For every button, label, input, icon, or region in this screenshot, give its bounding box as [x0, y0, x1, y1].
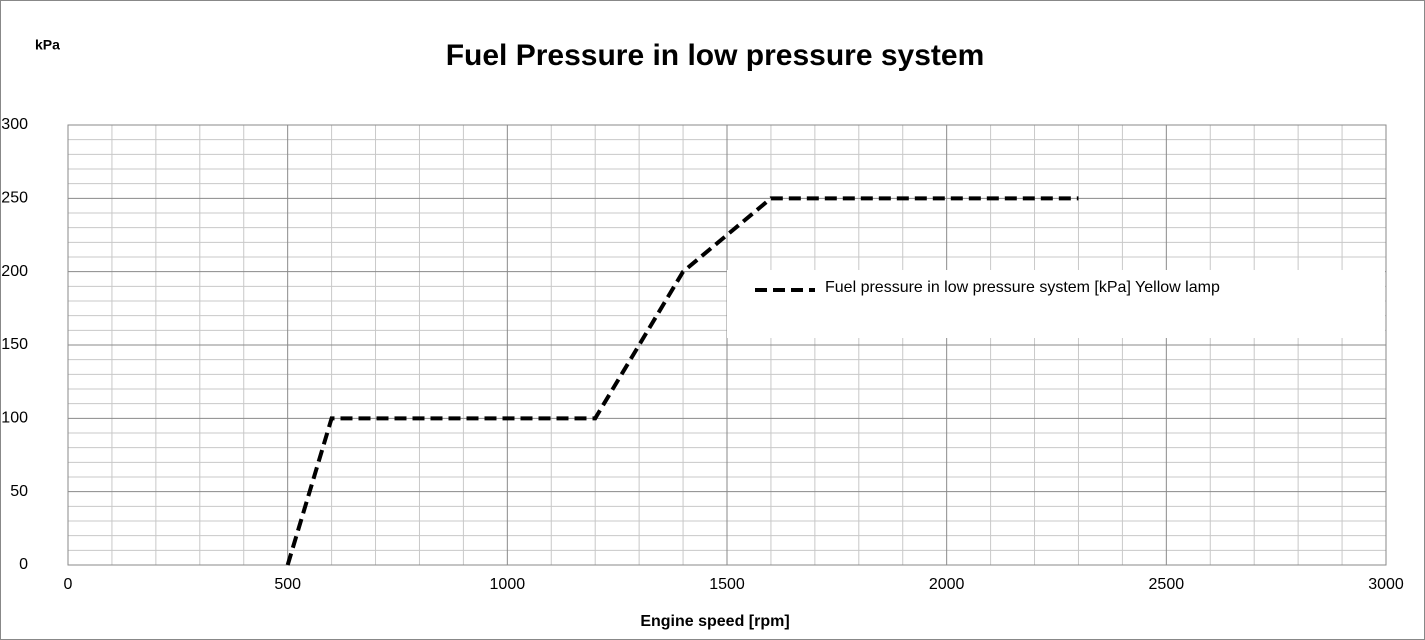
- y-tick-label: 300: [1, 116, 28, 133]
- x-axis-label: Engine speed [rpm]: [640, 613, 789, 630]
- legend-swatch-box: [755, 288, 815, 292]
- y-tick-label: 200: [1, 263, 28, 280]
- y-tick-label: 0: [19, 556, 28, 573]
- y-tick-label: 100: [1, 410, 28, 427]
- x-tick-label: 1500: [709, 576, 745, 593]
- y-tick-label: 250: [1, 190, 28, 207]
- y-tick-label: 50: [10, 483, 28, 500]
- x-tick-label: 500: [274, 576, 301, 593]
- legend-label: Fuel pressure in low pressure system [kP…: [825, 279, 1220, 296]
- plot-border: [67, 124, 1387, 566]
- series-line: [285, 196, 1079, 566]
- y-axis-label: kPa: [35, 37, 60, 53]
- x-tick-label: 1000: [490, 576, 526, 593]
- legend: Fuel pressure in low pressure system [kP…: [727, 270, 1385, 338]
- chart-title: Fuel Pressure in low pressure system: [446, 39, 985, 72]
- x-tick-label: 0: [64, 576, 73, 593]
- x-tick-label: 2500: [1149, 576, 1185, 593]
- x-tick-label: 2000: [929, 576, 965, 593]
- x-tick-label: 3000: [1368, 576, 1404, 593]
- y-tick-label: 150: [1, 336, 28, 353]
